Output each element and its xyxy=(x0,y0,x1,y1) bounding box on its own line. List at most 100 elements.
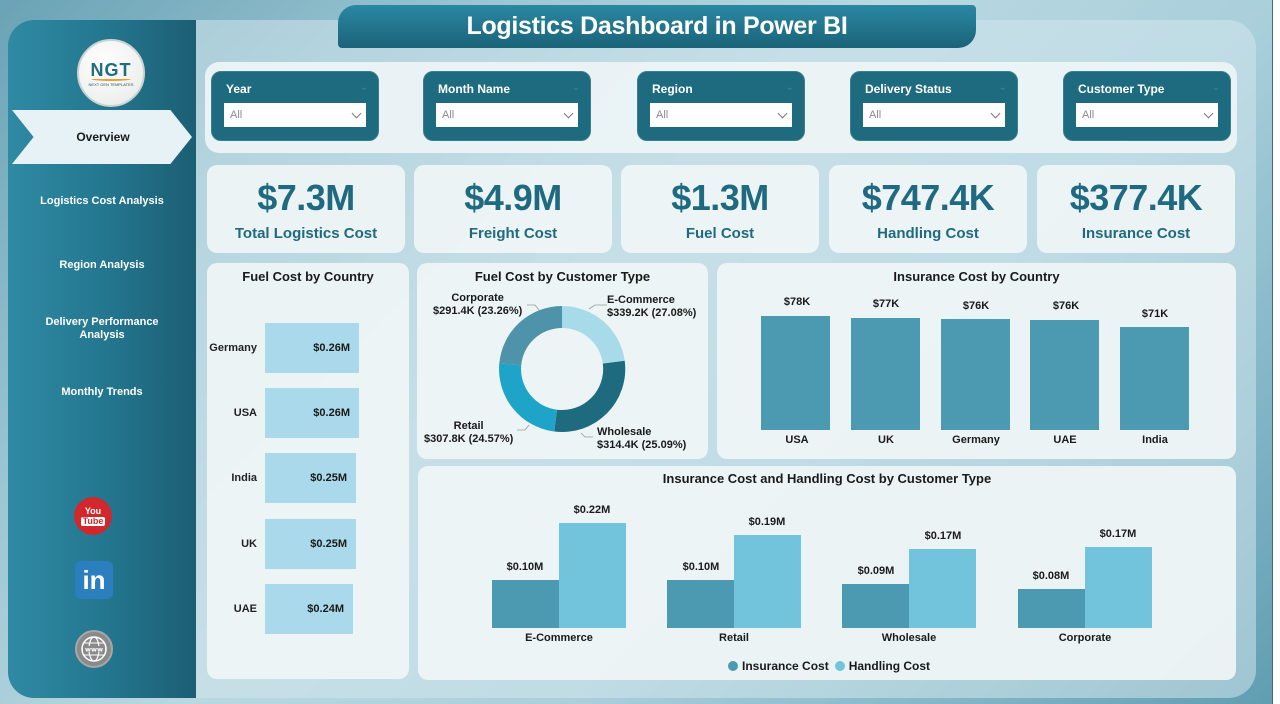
bar-insurance-retail[interactable] xyxy=(667,580,734,628)
logo-subtitle: NEXT GEN TEMPLATES xyxy=(88,81,134,87)
kpi-value: $4.9M xyxy=(464,177,562,218)
customer-type-dropdown[interactable]: All xyxy=(1076,103,1218,127)
bar-germany[interactable] xyxy=(941,319,1010,430)
page-title: Logistics Dashboard in Power BI xyxy=(338,5,976,48)
bar-india[interactable] xyxy=(1120,327,1189,430)
chevron-down-icon xyxy=(563,108,574,118)
axis-label: Germany xyxy=(209,342,257,354)
axis-label: UAE xyxy=(233,603,257,615)
fuel-cost-by-customer-type-chart: Fuel Cost by Customer Type E-Commerce $3… xyxy=(417,263,708,459)
axis-label: UAE xyxy=(1053,434,1077,446)
slicer-label: Month Name xyxy=(438,82,510,96)
slice-corporate[interactable] xyxy=(499,306,562,366)
chevron-down-icon xyxy=(777,108,788,118)
legend-handling-dot-icon xyxy=(834,661,845,671)
sidebar-item-label: Logistics Cost Analysis xyxy=(40,195,164,207)
slice-e-commerce[interactable] xyxy=(562,305,625,364)
sidebar-item-delivery-performance-analysis[interactable]: Delivery Performance Analysis xyxy=(20,316,184,342)
data-label: $0.25M xyxy=(310,472,347,484)
data-label: $0.26M xyxy=(313,342,350,354)
kpi-label: Freight Cost xyxy=(468,225,558,242)
legend-insurance-label[interactable]: Insurance Cost xyxy=(742,659,829,673)
axis-label: USA xyxy=(233,407,257,419)
slicer-collapse-icon[interactable]: ⌄ xyxy=(571,82,580,93)
ngt-logo: NGT NEXT GEN TEMPLATES xyxy=(77,39,145,107)
axis-label: E-Commerce xyxy=(525,632,593,644)
bar-insurance-corporate[interactable] xyxy=(1018,589,1085,628)
bar-handling-retail[interactable] xyxy=(734,535,801,628)
svg-text:www: www xyxy=(85,646,103,654)
bar-handling-wholesale[interactable] xyxy=(909,549,976,628)
chevron-down-icon xyxy=(990,108,1001,118)
legend-insurance-dot-icon xyxy=(728,661,738,671)
youtube-icon[interactable]: You Tube xyxy=(74,497,112,535)
month-name-dropdown[interactable]: All xyxy=(436,103,578,127)
bar-uae[interactable]: $0.24M xyxy=(265,584,353,634)
customer-type-slicer: Customer Type ⌄ All xyxy=(1063,71,1231,141)
linkedin-text: in xyxy=(82,564,106,595)
linkedin-icon[interactable]: in xyxy=(75,561,113,599)
region-dropdown[interactable]: All xyxy=(650,103,792,127)
bar-insurance-e-commerce[interactable] xyxy=(492,580,559,628)
axis-label: USA xyxy=(785,434,809,446)
page-title-text: Logistics Dashboard in Power BI xyxy=(466,12,848,40)
legend-retail: Retail $307.8K (24.57%) xyxy=(424,420,514,445)
bar-uae[interactable] xyxy=(1030,320,1099,430)
axis-label: Retail xyxy=(719,632,749,644)
slicer-collapse-icon[interactable]: ⌄ xyxy=(785,82,794,93)
dropdown-value: All xyxy=(656,109,669,121)
bar-uk[interactable] xyxy=(851,318,920,430)
bar-usa[interactable] xyxy=(761,316,830,430)
chart-title: Fuel Cost by Country xyxy=(242,269,374,284)
data-label: $0.19M xyxy=(748,516,786,528)
globe-www-icon[interactable]: www xyxy=(75,630,113,668)
bar-handling-e-commerce[interactable] xyxy=(559,523,626,628)
axis-label: UK xyxy=(878,434,894,446)
kpi-total-logistics-cost: $7.3M Total Logistics Cost xyxy=(207,165,405,253)
data-label: $0.17M xyxy=(924,530,962,542)
youtube-text: You xyxy=(84,505,102,516)
kpi-label: Fuel Cost xyxy=(685,225,755,242)
logo-text: NGT xyxy=(90,59,132,80)
kpi-value: $1.3M xyxy=(671,177,769,218)
data-label: $76K xyxy=(1052,300,1080,312)
axis-label: Germany xyxy=(952,434,1000,446)
delivery-status-dropdown[interactable]: All xyxy=(863,103,1005,127)
bar-germany[interactable]: $0.26M xyxy=(265,323,359,373)
donut-chart xyxy=(499,304,626,438)
year-dropdown[interactable]: All xyxy=(224,103,366,127)
chart-title: Insurance Cost by Country xyxy=(893,269,1060,284)
kpi-label: Handling Cost xyxy=(877,225,979,242)
sidebar-item-region-analysis[interactable]: Region Analysis xyxy=(20,259,184,272)
legend-handling-label[interactable]: Handling Cost xyxy=(848,659,931,673)
kpi-handling-cost: $747.4K Handling Cost xyxy=(829,165,1027,253)
globe-icon: www xyxy=(81,636,107,662)
dropdown-value: All xyxy=(230,109,243,121)
sidebar-item-monthly-trends[interactable]: Monthly Trends xyxy=(20,386,184,399)
kpi-fuel-cost: $1.3M Fuel Cost xyxy=(621,165,819,253)
data-label: $0.08M xyxy=(1032,570,1070,582)
logo-swoosh-icon xyxy=(91,77,131,81)
window-edge xyxy=(1272,0,1280,704)
slice-retail[interactable] xyxy=(499,363,557,432)
axis-label: India xyxy=(1142,434,1168,446)
data-label: $0.10M xyxy=(506,561,544,573)
bar-insurance-wholesale[interactable] xyxy=(842,584,909,628)
kpi-label: Total Logistics Cost xyxy=(234,225,378,242)
data-label: $0.10M xyxy=(682,561,720,573)
slicer-collapse-icon[interactable]: ⌄ xyxy=(359,82,368,93)
bar-uk[interactable]: $0.25M xyxy=(265,519,356,569)
slicer-collapse-icon[interactable]: ⌄ xyxy=(998,82,1007,93)
data-label: $0.22M xyxy=(573,504,611,516)
kpi-label: Insurance Cost xyxy=(1081,225,1191,242)
data-label: $77K xyxy=(872,298,900,310)
slice-wholesale[interactable] xyxy=(554,360,626,433)
kpi-value: $377.4K xyxy=(1069,177,1203,218)
bar-handling-corporate[interactable] xyxy=(1085,547,1152,628)
kpi-freight-cost: $4.9M Freight Cost xyxy=(414,165,612,253)
bar-usa[interactable]: $0.26M xyxy=(265,388,359,438)
sidebar-item-logistics-cost-analysis[interactable]: Logistics Cost Analysis xyxy=(20,195,184,208)
sidebar-item-overview[interactable]: Overview xyxy=(12,110,192,164)
slicer-collapse-icon[interactable]: ⌄ xyxy=(1211,82,1220,93)
bar-india[interactable]: $0.25M xyxy=(265,453,356,503)
